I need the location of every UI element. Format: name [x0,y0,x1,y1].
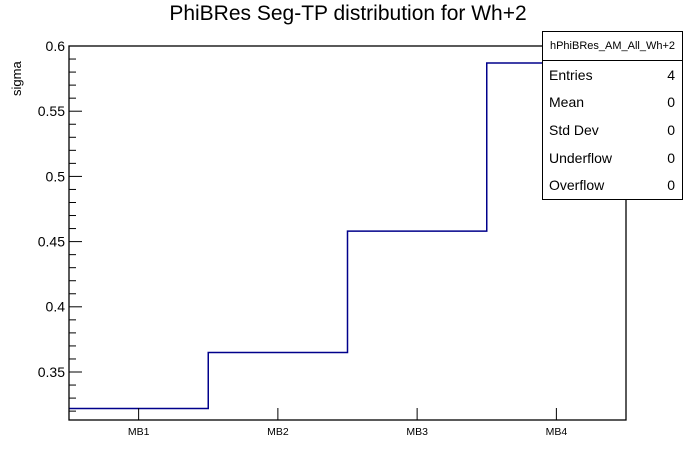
stats-value: 0 [667,177,675,194]
plot-frame [68,45,627,421]
stats-label: Entries [549,66,593,83]
stats-value: 0 [667,94,675,111]
x-tick-label: MB1 [128,426,150,438]
stats-label: Std Dev [549,121,599,138]
y-tick-label: 0.55 [38,103,65,119]
y-tick-label: 0.45 [38,234,65,250]
y-tick-label: 0.35 [38,364,65,380]
stats-row-underflow: Underflow 0 [543,144,682,172]
x-tick-label: MB2 [267,426,289,438]
stats-row-overflow: Overflow 0 [543,171,682,199]
y-tick-label: 0.4 [46,299,66,315]
stats-row-mean: Mean 0 [543,89,682,117]
stats-value: 4 [667,66,675,83]
x-tick-label: MB4 [546,426,568,438]
histogram-line [69,62,626,410]
stats-box: hPhiBRes_AM_All_Wh+2 Entries 4 Mean 0 St… [542,31,683,200]
stats-rows: Entries 4 Mean 0 Std Dev 0 Underflow 0 O… [543,61,682,199]
y-tick-label: 0.5 [46,168,66,184]
stats-row-entries: Entries 4 [543,61,682,89]
stats-row-stddev: Std Dev 0 [543,116,682,144]
page-title: PhiBRes Seg-TP distribution for Wh+2 [169,2,527,25]
stats-label: Mean [549,94,585,111]
stats-label: Overflow [549,177,605,194]
stats-label: Underflow [549,149,613,166]
stats-value: 0 [667,121,675,138]
stats-value: 0 [667,149,675,166]
x-tick-label: MB3 [406,426,428,438]
stats-box-title: hPhiBRes_AM_All_Wh+2 [543,32,682,61]
y-tick-label: 0.6 [46,38,66,54]
